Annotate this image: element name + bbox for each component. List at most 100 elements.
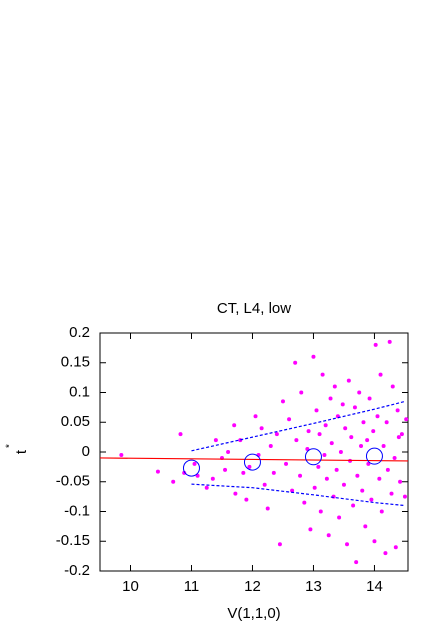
bin-mean: [365, 447, 383, 465]
point: [311, 354, 316, 359]
point: [171, 479, 176, 484]
point: [306, 429, 311, 434]
point: [392, 455, 397, 460]
point: [361, 420, 366, 425]
point: [312, 485, 317, 490]
point: [155, 469, 160, 474]
point: [268, 444, 273, 449]
point: [226, 450, 231, 454]
point: [223, 467, 228, 472]
y-tick-label: 0.1: [69, 383, 90, 400]
point: [379, 509, 384, 514]
point: [324, 476, 329, 481]
point: [337, 515, 342, 520]
point: [308, 527, 313, 532]
point: [398, 479, 403, 484]
x-axis-label: V(1,1,0): [227, 605, 280, 622]
point: [262, 482, 267, 487]
point: [399, 432, 404, 437]
plot-frame: [99, 332, 409, 572]
point: [326, 533, 331, 538]
point: [317, 432, 322, 437]
y-axis-label: t: [13, 449, 30, 454]
point: [294, 438, 299, 443]
point: [371, 429, 376, 434]
bin-mean: [243, 453, 261, 471]
point: [338, 450, 343, 454]
band-lower: [191, 483, 406, 507]
point: [393, 545, 398, 550]
point: [389, 491, 394, 496]
point: [381, 444, 386, 449]
point: [375, 414, 380, 419]
point: [383, 551, 388, 556]
point: [377, 476, 382, 481]
x-tick-label: 13: [305, 578, 322, 595]
point: [284, 461, 289, 466]
chart-title: CT, L4, low: [217, 300, 291, 317]
x-tick-label: 14: [366, 578, 383, 595]
y-tick-label: -0.05: [56, 473, 90, 490]
y-tick-label: -0.2: [64, 562, 90, 579]
point: [247, 464, 252, 469]
point: [314, 408, 319, 413]
point: [274, 432, 279, 437]
point: [360, 488, 365, 493]
point: [119, 452, 124, 457]
point: [384, 420, 389, 425]
point: [404, 417, 409, 422]
bin-mean: [182, 459, 200, 477]
point: [280, 399, 285, 404]
point: [213, 438, 218, 443]
point: [232, 423, 237, 428]
y-tick-label: 0.2: [69, 324, 90, 341]
point: [265, 506, 270, 511]
point: [332, 384, 337, 389]
point: [318, 509, 323, 514]
point: [387, 339, 392, 344]
point: [329, 441, 334, 446]
point: [298, 473, 303, 478]
point: [345, 542, 350, 547]
x-tick-label: 11: [184, 578, 200, 595]
point: [390, 384, 395, 389]
point: [369, 497, 374, 502]
point: [343, 426, 348, 431]
x-tick-label: 10: [122, 578, 139, 595]
point: [351, 503, 356, 508]
point: [259, 426, 264, 431]
point: [367, 396, 372, 401]
y-tick-label: -0.1: [64, 502, 90, 519]
x-tick-label: 12: [244, 578, 261, 595]
point: [372, 539, 377, 544]
point: [320, 372, 325, 377]
point: [357, 390, 362, 395]
point: [365, 438, 370, 443]
bin-mean: [304, 448, 322, 466]
point: [323, 423, 328, 428]
point: [182, 470, 187, 475]
point: [192, 461, 197, 466]
point: [355, 473, 360, 478]
band-upper: [191, 400, 406, 452]
point: [233, 491, 238, 496]
y-axis-label-group: t *: [5, 444, 30, 454]
y-axis-label-sup: *: [5, 444, 16, 448]
point: [253, 414, 258, 419]
point: [271, 470, 276, 475]
point: [241, 470, 246, 475]
point: [341, 482, 346, 487]
y-tick-label: -0.15: [56, 532, 90, 549]
point: [299, 390, 304, 395]
point: [373, 342, 378, 347]
point: [396, 435, 401, 440]
point: [244, 497, 249, 502]
y-tick-label: 0: [82, 443, 90, 460]
point: [204, 485, 209, 490]
point: [287, 417, 292, 422]
point: [354, 560, 359, 565]
point: [293, 360, 298, 365]
point: [340, 402, 345, 407]
point: [346, 378, 351, 383]
point: [395, 408, 400, 413]
